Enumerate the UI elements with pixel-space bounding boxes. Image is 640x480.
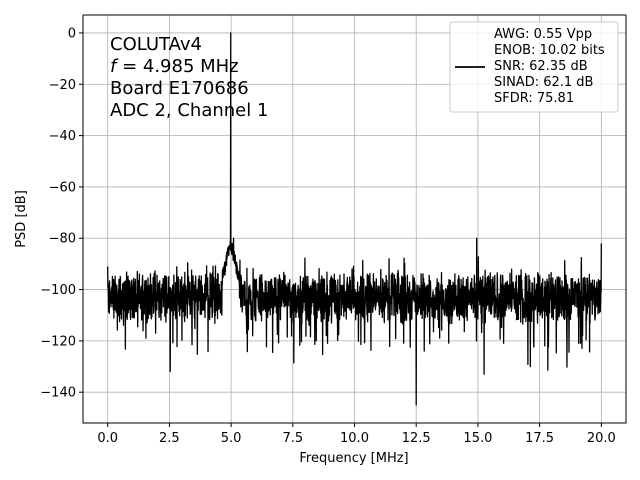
- annotation-italic: f: [110, 56, 119, 77]
- legend-entry: SNR: 62.35 dB: [494, 59, 588, 74]
- x-tick-label: 2.5: [159, 431, 180, 446]
- y-tick-label: −60: [49, 180, 76, 195]
- legend-box: [449, 21, 619, 113]
- y-tick-label: −40: [49, 129, 76, 144]
- y-tick-label: −140: [40, 386, 76, 401]
- x-tick-label: 10.0: [340, 431, 369, 446]
- x-ticks: 0.0 2.5 5.0 7.5 10.0 12.5 15.0 17.5 20.0: [97, 423, 616, 446]
- y-tick-label: −20: [49, 78, 76, 93]
- y-ticks: 0 −20 −40 −60 −80 −100 −120 −140: [40, 26, 83, 401]
- x-tick-label: 20.0: [587, 431, 616, 446]
- annotation-rest: = 4.985 MHz: [116, 56, 238, 77]
- y-tick-label: −120: [40, 334, 76, 349]
- x-tick-label: 17.5: [525, 431, 554, 446]
- gridlines: [83, 15, 626, 423]
- annotation-line: COLUTAv4: [110, 34, 202, 55]
- annotation-line: Board E170686: [110, 78, 249, 99]
- x-tick-label: 0.0: [97, 431, 118, 446]
- legend-entry: SFDR: 75.81: [494, 91, 574, 106]
- y-axis-title: PSD [dB]: [14, 190, 29, 248]
- y-tick-label: 0: [68, 26, 76, 41]
- legend-entry: ENOB: 10.02 bits: [494, 43, 605, 58]
- x-tick-label: 5.0: [221, 431, 242, 446]
- y-tick-label: −100: [40, 283, 76, 298]
- x-tick-label: 15.0: [463, 431, 492, 446]
- legend-entry: AWG: 0.55 Vpp: [494, 27, 592, 42]
- x-tick-label: 12.5: [402, 431, 431, 446]
- x-tick-label: 7.5: [282, 431, 303, 446]
- annotation-line: f = 4.985 MHz: [110, 56, 239, 77]
- psd-series: [107, 32, 602, 406]
- annotation-line: ADC 2, Channel 1: [110, 100, 268, 121]
- x-axis-title: Frequency [MHz]: [299, 451, 408, 466]
- legend-entry: SINAD: 62.1 dB: [494, 75, 593, 90]
- psd-line: [107, 32, 602, 406]
- y-tick-label: −80: [49, 232, 76, 247]
